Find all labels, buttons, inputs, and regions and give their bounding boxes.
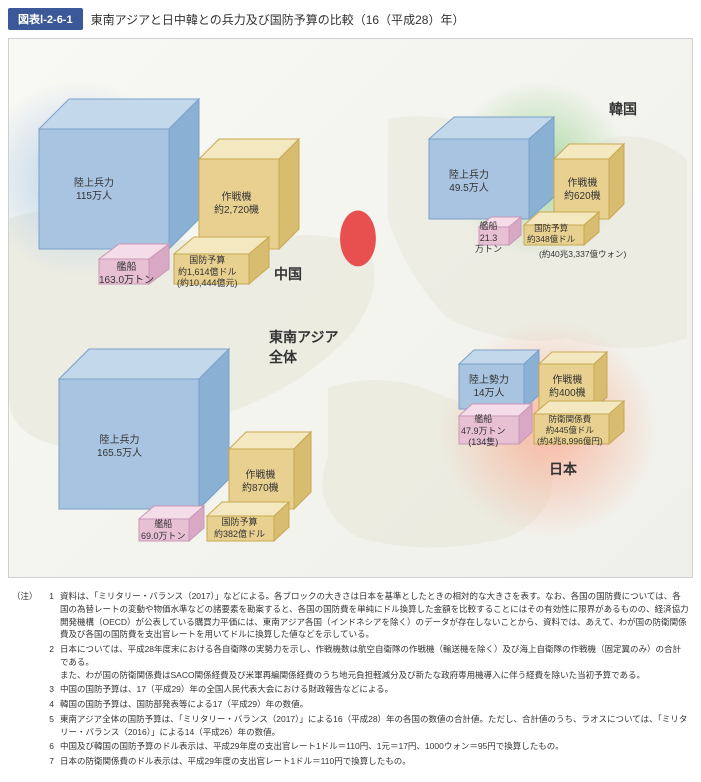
korea-budget-label: 国防予算約348億ドル [527,223,575,245]
notes: （注） 1 資料は、「ミリタリー・バランス（2017）」などによる。各ブロックの… [8,586,693,774]
note-text: 中国の国防予算は、17（平成29）年の全国人民代表大会における財政報告などによる… [60,683,689,696]
japan-aircraft-label: 作戦機約400機 [549,374,586,400]
note-text: 中国及び韓国の国防予算のドル表示は、平成29年度の支出官レート1ドル＝110円、… [60,740,689,753]
note-num: 4 [42,698,54,711]
china-ships-label: 艦船163.0万トン [99,261,154,287]
korea-ships-label: 艦船21.3万トン [475,221,502,256]
china-budget-label: 国防予算約1,614億ドル(約10,444億元) [177,255,238,290]
note-num: 3 [42,683,54,696]
japan-name: 日本 [549,459,577,479]
note-text: 韓国の国防予算は、国防部発表等による17（平成29）年の数値。 [60,698,689,711]
notes-label: （注） [12,590,36,641]
china-cubes [29,69,309,289]
sea-aircraft-label: 作戦機約870機 [242,469,279,495]
note-num: 2 [42,643,54,681]
china-aircraft-label: 作戦機約2,720機 [214,191,259,217]
sea-group: 陸上兵力165.5万人 作戦機約870機 艦船69.0万トン 国防予算約382億… [49,319,349,574]
korea-budget-sub: (約40兆3,337億ウォン) [539,249,626,260]
note-num: 7 [42,755,54,768]
japan-ground-label: 陸上勢力14万人 [469,374,509,400]
china-ground-label: 陸上兵力115万人 [74,177,114,203]
figure-badge: 図表Ⅰ-2-6-1 [8,8,83,30]
sea-budget-label: 国防予算約382億ドル [214,517,265,540]
korea-name: 韓国 [609,99,637,119]
note-num: 1 [42,590,54,641]
page: 図表Ⅰ-2-6-1 東南アジアと日中韓との兵力及び国防予算の比較（16（平成28… [0,0,701,782]
korea-ground-label: 陸上兵力49.5万人 [449,169,489,195]
note-text: 日本については、平成28年度末における各自衛隊の実勢力を示し、作戦機数は航空自衛… [60,643,689,681]
korea-group: 韓国 陸上兵力49.5万人 作戦機約620機 艦船21.3万トン 国防予算約34… [409,79,669,264]
japan-ships-label: 艦船47.9万トン(134隻) [461,414,506,449]
sea-ships-label: 艦船69.0万トン [141,519,186,542]
china-group: 陸上兵力115万人 作戦機約2,720機 艦船163.0万トン 国防予算約1,6… [29,69,309,294]
note-num: 6 [42,740,54,753]
china-name: 中国 [274,264,302,284]
note-text: 日本の防衛関係費のドル表示は、平成29年度の支出官レート1ドル＝110円で換算し… [60,755,689,768]
japan-group: 陸上勢力14万人 作戦機約400機 艦船47.9万トン(134隻) 防衛関係費約… [429,314,669,489]
figure-header: 図表Ⅰ-2-6-1 東南アジアと日中韓との兵力及び国防予算の比較（16（平成28… [8,8,693,30]
sea-name: 東南アジア全体 [269,327,349,367]
figure-title: 東南アジアと日中韓との兵力及び国防予算の比較（16（平成28）年） [91,11,465,28]
note-text: 資料は、「ミリタリー・バランス（2017）」などによる。各ブロックの大きさは日本… [60,590,689,641]
note-num: 5 [42,713,54,739]
note-text: 東南アジア全体の国防予算は、「ミリタリー・バランス（2017）」による16（平成… [60,713,689,739]
sea-ground-label: 陸上兵力165.5万人 [97,434,142,460]
korea-aircraft-label: 作戦機約620機 [564,177,601,203]
japan-budget-label: 防衛関係費約445億ドル(約4兆8,996億円) [537,414,603,447]
figure-area: 陸上兵力115万人 作戦機約2,720機 艦船163.0万トン 国防予算約1,6… [8,38,693,578]
